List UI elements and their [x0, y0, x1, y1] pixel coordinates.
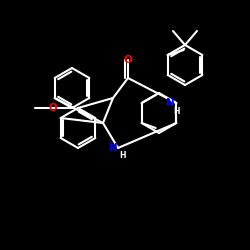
Text: N: N — [108, 143, 118, 153]
Text: H: H — [173, 106, 180, 116]
Text: O: O — [48, 103, 58, 113]
Text: H: H — [120, 152, 126, 160]
Text: N: N — [166, 98, 175, 108]
Text: O: O — [124, 55, 132, 65]
